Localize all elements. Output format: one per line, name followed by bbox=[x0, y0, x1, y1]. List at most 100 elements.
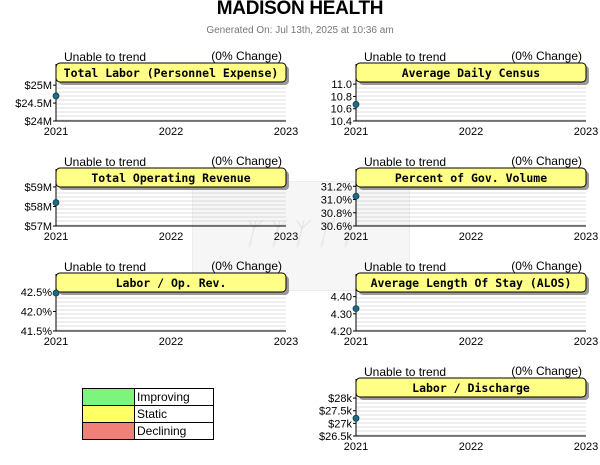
y-tick-label: 11.0 bbox=[331, 79, 352, 91]
legend-swatch-declining bbox=[82, 422, 135, 440]
title-box bbox=[355, 167, 587, 188]
chart-title: Labor / Discharge bbox=[412, 381, 530, 395]
y-tick-label: $28k bbox=[328, 393, 352, 405]
y-tick-label: 10.8 bbox=[331, 91, 352, 103]
x-tick-label: 2021 bbox=[344, 231, 368, 243]
data-point bbox=[352, 305, 360, 313]
x-tick-label: 2021 bbox=[44, 231, 68, 243]
legend-label-declining: Declining bbox=[134, 422, 214, 440]
y-tick-label: 10.6 bbox=[331, 104, 352, 116]
chart-title: Total Operating Revenue bbox=[91, 171, 250, 185]
y-tick-label: 30.8% bbox=[321, 208, 352, 220]
x-tick-label: 2023 bbox=[274, 336, 298, 348]
legend-item-declining: Declining bbox=[82, 422, 214, 440]
y-tick-label: 10.4 bbox=[331, 116, 352, 128]
change-text: (0% Change) bbox=[511, 259, 582, 273]
data-point bbox=[52, 289, 60, 297]
title-box bbox=[355, 272, 587, 293]
y-tick-label: $24.5M bbox=[15, 98, 52, 110]
x-tick-label: 2022 bbox=[159, 231, 183, 243]
trend-text: Unable to trend bbox=[364, 365, 446, 379]
legend: Improving Static Declining bbox=[82, 388, 214, 440]
chart-title: Labor / Op. Rev. bbox=[116, 276, 227, 290]
trend-text: Unable to trend bbox=[64, 260, 146, 274]
data-point bbox=[52, 92, 60, 100]
x-tick-label: 2023 bbox=[574, 231, 598, 243]
y-tick-label: 4.40 bbox=[331, 292, 352, 304]
data-point bbox=[52, 199, 60, 206]
y-tick-label: $57M bbox=[24, 221, 52, 233]
x-tick-label: 2023 bbox=[274, 231, 298, 243]
y-tick-label: $27k bbox=[328, 418, 352, 430]
watermark-figures: ᛉᛉᛉᛉᛉ bbox=[241, 218, 361, 251]
title-box bbox=[355, 377, 587, 398]
x-tick-label: 2021 bbox=[44, 336, 68, 348]
trend-text: Unable to trend bbox=[64, 50, 146, 64]
y-tick-label: 42.5% bbox=[21, 287, 52, 299]
x-tick-label: 2023 bbox=[574, 126, 598, 138]
change-text: (0% Change) bbox=[211, 259, 282, 273]
legend-label-improving: Improving bbox=[134, 388, 214, 406]
x-tick-label: 2022 bbox=[459, 336, 483, 348]
y-tick-label: 30.6% bbox=[321, 221, 352, 233]
y-tick-label: 4.30 bbox=[331, 309, 352, 321]
change-text: (0% Change) bbox=[511, 49, 582, 63]
title-box bbox=[55, 167, 287, 188]
change-text: (0% Change) bbox=[511, 154, 582, 168]
change-text: (0% Change) bbox=[211, 154, 282, 168]
y-tick-label: 42.0% bbox=[21, 306, 52, 318]
x-tick-label: 2023 bbox=[574, 336, 598, 348]
change-text: (0% Change) bbox=[511, 364, 582, 378]
chart-title: Total Labor (Personnel Expense) bbox=[64, 66, 279, 80]
y-tick-label: 41.5% bbox=[21, 326, 52, 338]
trend-text: Unable to trend bbox=[364, 50, 446, 64]
legend-item-static: Static bbox=[82, 405, 214, 423]
x-tick-label: 2021 bbox=[344, 336, 368, 348]
x-tick-label: 2021 bbox=[44, 126, 68, 138]
y-tick-label: $25M bbox=[24, 80, 52, 92]
page-title: MADISON HEALTH bbox=[216, 0, 384, 19]
legend-swatch-static bbox=[82, 405, 135, 423]
x-tick-label: 2021 bbox=[344, 126, 368, 138]
y-tick-label: $27.5k bbox=[319, 406, 353, 418]
data-point bbox=[352, 101, 360, 108]
x-tick-label: 2022 bbox=[159, 126, 183, 138]
x-tick-label: 2022 bbox=[459, 126, 483, 138]
change-text: (0% Change) bbox=[211, 49, 282, 63]
x-tick-label: 2023 bbox=[574, 441, 598, 453]
x-tick-label: 2021 bbox=[344, 441, 368, 453]
y-tick-label: 31.0% bbox=[321, 195, 352, 207]
trend-text: Unable to trend bbox=[364, 155, 446, 169]
y-tick-label: 31.2% bbox=[321, 181, 352, 193]
y-tick-label: $59M bbox=[24, 182, 52, 194]
title-box bbox=[355, 62, 587, 83]
title-box bbox=[55, 62, 287, 83]
legend-item-improving: Improving bbox=[82, 388, 214, 406]
legend-swatch-improving bbox=[82, 388, 135, 406]
data-point bbox=[352, 192, 360, 200]
chart-title: Percent of Gov. Volume bbox=[395, 171, 547, 185]
x-tick-label: 2022 bbox=[159, 336, 183, 348]
data-point bbox=[352, 414, 360, 422]
y-tick-label: $58M bbox=[24, 201, 52, 213]
x-tick-label: 2022 bbox=[459, 231, 483, 243]
y-tick-label: $26.5k bbox=[319, 431, 353, 443]
y-tick-label: $24M bbox=[24, 116, 52, 128]
legend-label-static: Static bbox=[134, 405, 214, 423]
trend-text: Unable to trend bbox=[64, 155, 146, 169]
chart-title: Average Daily Census bbox=[402, 66, 540, 80]
generated-timestamp: Generated On: Jul 13th, 2025 at 10:36 am bbox=[206, 25, 394, 36]
trend-text: Unable to trend bbox=[364, 260, 446, 274]
chart-title: Average Length Of Stay (ALOS) bbox=[371, 276, 572, 290]
title-box bbox=[55, 272, 287, 293]
x-tick-label: 2023 bbox=[274, 126, 298, 138]
x-tick-label: 2022 bbox=[459, 441, 483, 453]
